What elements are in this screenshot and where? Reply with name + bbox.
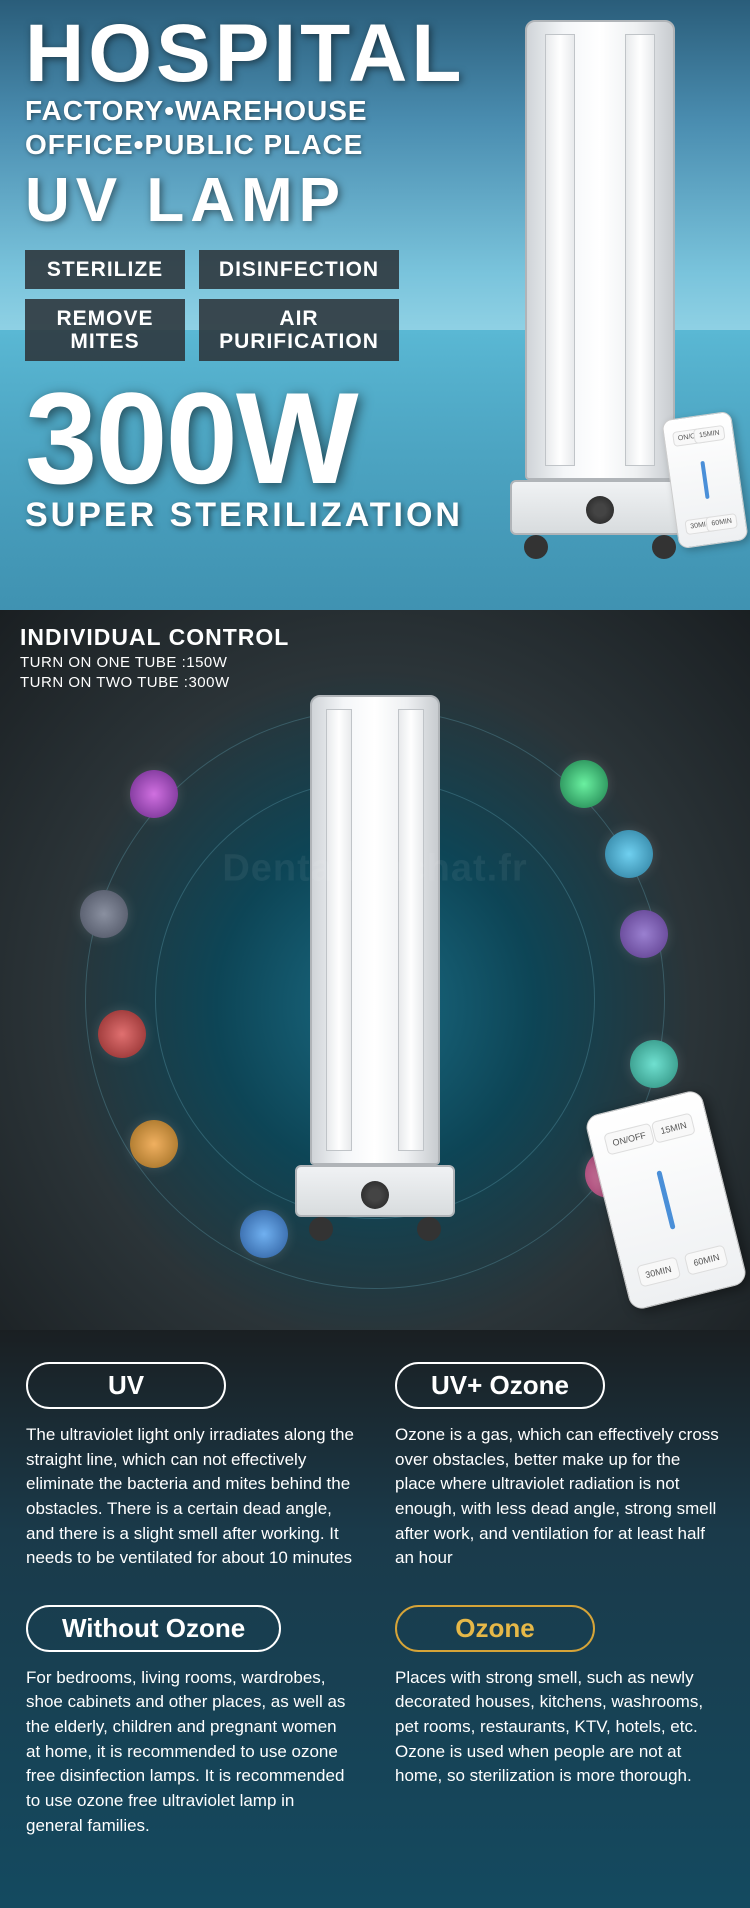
- info-box-text: Ozone is a gas, which can effectively cr…: [395, 1423, 724, 1571]
- tube-one-line: TURN ON ONE TUBE :150W: [20, 654, 730, 671]
- lamp-wheel-left: [309, 1217, 333, 1241]
- hero-section: HOSPITAL FACTORY•WAREHOUSE OFFICE•PUBLIC…: [0, 0, 750, 610]
- remote-control-large: ON/OFF 15MIN 30MIN 60MIN: [584, 1088, 749, 1311]
- super-sterilization: SUPER STERILIZATION: [25, 496, 725, 535]
- wattage-headline: 300W: [25, 383, 725, 494]
- individual-control-title: INDIVIDUAL CONTROL: [20, 624, 730, 651]
- headline-hospital: HOSPITAL: [25, 15, 725, 93]
- info-box-title: UV: [26, 1362, 226, 1409]
- info-section: UV The ultraviolet light only irradiates …: [0, 1330, 750, 1908]
- lamp-wheel-right: [652, 535, 676, 559]
- lamp-tube-right: [398, 709, 424, 1151]
- virus-icon: [620, 910, 668, 958]
- virus-icon: [130, 770, 178, 818]
- lamp-wheel-right: [417, 1217, 441, 1241]
- info-box-text: For bedrooms, living rooms, wardrobes, s…: [26, 1666, 355, 1838]
- info-box: UV+ Ozone Ozone is a gas, which can effec…: [395, 1362, 724, 1571]
- feature-badges: STERILIZE DISINFECTION REMOVE MITES AIR …: [25, 250, 725, 361]
- info-box: Without Ozone For bedrooms, living rooms,…: [26, 1605, 355, 1838]
- info-box-title: Without Ozone: [26, 1605, 281, 1652]
- virus-icon: [560, 760, 608, 808]
- info-box-title: Ozone: [395, 1605, 595, 1652]
- headline-uvlamp: UV LAMP: [25, 165, 725, 236]
- info-box-text: Places with strong smell, such as newly …: [395, 1666, 724, 1789]
- remote-btn-30min: 30MIN: [636, 1256, 681, 1287]
- subline-2: OFFICE•PUBLIC PLACE: [25, 129, 725, 161]
- lamp-body: [310, 695, 440, 1165]
- remote-btn-15min: 15MIN: [651, 1112, 696, 1143]
- individual-control-section: INDIVIDUAL CONTROL TURN ON ONE TUBE :150…: [0, 610, 750, 1330]
- info-box: UV The ultraviolet light only irradiates …: [26, 1362, 355, 1571]
- virus-icon: [80, 890, 128, 938]
- virus-icon: [98, 1010, 146, 1058]
- badge-remove-mites: REMOVE MITES: [25, 299, 185, 361]
- info-box-title: UV+ Ozone: [395, 1362, 605, 1409]
- virus-icon: [240, 1210, 288, 1258]
- virus-icon: [130, 1120, 178, 1168]
- info-grid: UV The ultraviolet light only irradiates …: [26, 1362, 724, 1838]
- badge-air-purification: AIR PURIFICATION: [199, 299, 399, 361]
- info-box-text: The ultraviolet light only irradiates al…: [26, 1423, 355, 1571]
- virus-icon: [630, 1040, 678, 1088]
- lamp-device-center: [295, 695, 455, 1217]
- virus-icon: [605, 830, 653, 878]
- lamp-wheel-left: [524, 535, 548, 559]
- lamp-tube-left: [326, 709, 352, 1151]
- remote-indicator: [656, 1170, 675, 1229]
- remote-btn-onoff: ON/OFF: [603, 1123, 655, 1156]
- info-box: Ozone Places with strong smell, such as n…: [395, 1605, 724, 1838]
- tube-two-line: TURN ON TWO TUBE :300W: [20, 674, 730, 691]
- badge-sterilize: STERILIZE: [25, 250, 185, 289]
- subline-1: FACTORY•WAREHOUSE: [25, 95, 725, 127]
- lamp-dial: [361, 1181, 389, 1209]
- remote-btn-60min: 60MIN: [684, 1244, 729, 1275]
- lamp-base: [295, 1165, 455, 1217]
- badge-disinfection: DISINFECTION: [199, 250, 399, 289]
